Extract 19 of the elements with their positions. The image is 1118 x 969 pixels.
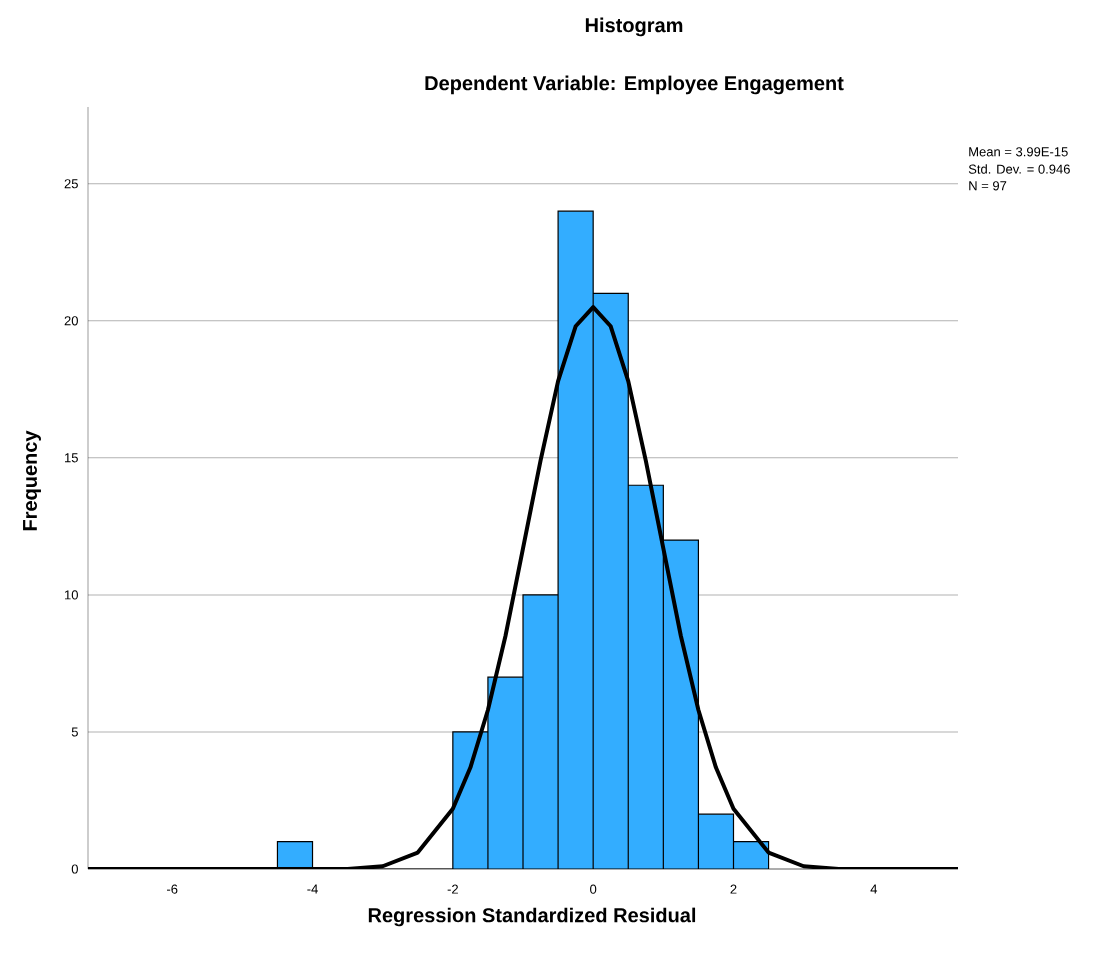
y-tick-label: 10 (65, 590, 78, 600)
x-axis-title: Regression Standardized Residual (368, 907, 696, 927)
text: N = 97 (969, 181, 1007, 191)
chart-subtitle: Dependent Variable: Employee Engagement (425, 75, 844, 95)
y-tick-label: 20 (64, 316, 78, 326)
x-tick-label: -4 (307, 884, 318, 894)
y-tick-label: 25 (64, 179, 78, 189)
x-tick-label: 2 (730, 884, 737, 894)
y-tick-label: 15 (65, 453, 78, 463)
chart-title: Histogram (585, 17, 683, 37)
x-tick-label: -2 (447, 884, 458, 894)
x-tick-label: -6 (167, 884, 178, 894)
text: Std. Dev. = 0.946 (968, 164, 1070, 174)
y-tick-label: 5 (71, 727, 78, 737)
y-tick-label: 0 (71, 864, 78, 874)
text: Mean = 3.99E-15 (969, 147, 1068, 157)
y-axis-title: Frequency (23, 430, 41, 531)
x-tick-label: 0 (590, 884, 597, 894)
x-tick-label: 4 (870, 884, 878, 894)
